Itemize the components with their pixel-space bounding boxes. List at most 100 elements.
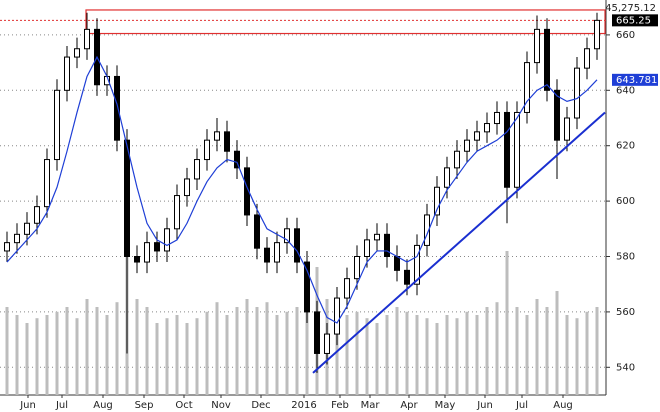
volume-bar — [275, 315, 279, 395]
candle-body — [544, 28, 550, 91]
candle-body — [294, 228, 300, 263]
volume-bar — [25, 323, 29, 395]
volume-bar — [565, 315, 569, 395]
volume-bar — [305, 291, 309, 395]
volume-bar — [575, 318, 579, 395]
candle-body — [24, 222, 30, 235]
volume-bar — [15, 315, 19, 395]
volume-bar — [145, 307, 149, 395]
volume-bar — [5, 307, 9, 395]
candle-body — [414, 244, 420, 285]
header-value: 45,275.12 — [605, 3, 656, 14]
candle-body — [64, 56, 70, 91]
volume-bar — [65, 307, 69, 395]
volume-bar — [215, 302, 219, 395]
candle-body — [164, 228, 170, 252]
last-price-label: 665.25 — [616, 15, 651, 26]
y-tick-label: 540 — [616, 362, 635, 373]
candle-body — [434, 186, 440, 216]
candle-body — [4, 242, 10, 252]
candle-body — [144, 242, 150, 263]
candle-body — [464, 139, 470, 152]
candle-body — [524, 62, 530, 113]
candle-body — [424, 214, 430, 246]
candle-body — [174, 195, 180, 230]
volume-bar — [585, 311, 589, 395]
ma-box — [612, 73, 658, 86]
candle-body — [484, 123, 490, 133]
candle-body — [584, 48, 590, 69]
candle-body — [284, 228, 290, 244]
x-tick-label: 2016 — [291, 400, 316, 411]
candle-body — [404, 269, 410, 285]
candle-body — [34, 206, 40, 224]
candle-body — [354, 256, 360, 280]
volume-bar — [45, 315, 49, 395]
volume-bar — [255, 307, 259, 395]
y-tick-label: 580 — [616, 252, 635, 263]
candle-body — [474, 131, 480, 141]
candle-body — [574, 67, 580, 119]
volume-bar — [475, 315, 479, 395]
x-tick-label: Feb — [331, 400, 349, 411]
candle-body — [84, 28, 90, 50]
volume-bar — [395, 307, 399, 395]
candle-body — [594, 19, 600, 50]
candle-body — [204, 139, 210, 161]
moving-average — [6, 55, 598, 324]
volume-bar — [225, 315, 229, 395]
volume-bar — [105, 315, 109, 395]
volume-bar — [535, 299, 539, 395]
candle-body — [554, 89, 560, 141]
volume-bar — [385, 315, 389, 395]
x-tick-label: Oct — [175, 400, 192, 411]
y-tick-label: 560 — [616, 307, 635, 318]
candle-body — [444, 167, 450, 188]
x-tick-label: Nov — [211, 400, 231, 411]
trendline — [312, 111, 606, 374]
candle-body — [514, 111, 520, 188]
candle-body — [504, 111, 510, 188]
volume-bar — [35, 318, 39, 395]
volume-bar — [95, 307, 99, 395]
volume-bar — [445, 315, 449, 395]
volume-bar — [545, 307, 549, 395]
x-tick-label: Jun — [476, 400, 493, 411]
candle-body — [254, 214, 260, 249]
candle-body — [44, 159, 50, 208]
volume-bar — [435, 323, 439, 395]
candle-body — [124, 139, 130, 258]
volume-bar — [485, 307, 489, 395]
x-tick-label: Apr — [400, 400, 418, 411]
candle-body — [194, 159, 200, 180]
volume-bar — [85, 299, 89, 395]
volume-bar — [75, 318, 79, 395]
volume-bar — [405, 311, 409, 395]
candle-body — [134, 256, 140, 263]
volume-bar — [265, 302, 269, 395]
resistance-box — [85, 9, 606, 35]
y-tick-label: 640 — [616, 85, 635, 96]
volume-bar — [115, 302, 119, 395]
volume-bar — [155, 323, 159, 395]
x-tick-label: Jun — [19, 400, 36, 411]
candle-body — [234, 150, 240, 169]
ma-label: 643.781 — [616, 75, 657, 86]
volume-bar — [525, 315, 529, 395]
volume-bar — [205, 311, 209, 395]
candle-body — [534, 28, 540, 64]
volume-bar — [345, 315, 349, 395]
volume-bar — [285, 311, 289, 395]
volume-bar — [375, 323, 379, 395]
candle-body — [184, 178, 190, 197]
candle-body — [14, 233, 20, 244]
candle-body — [394, 256, 400, 271]
last-price-box — [612, 14, 658, 27]
candle-body — [274, 242, 280, 263]
candle-body — [264, 247, 270, 263]
x-tick-label: Jul — [515, 400, 528, 411]
candle-body — [224, 131, 230, 152]
candle-body — [74, 48, 80, 58]
candle-body — [344, 278, 350, 299]
